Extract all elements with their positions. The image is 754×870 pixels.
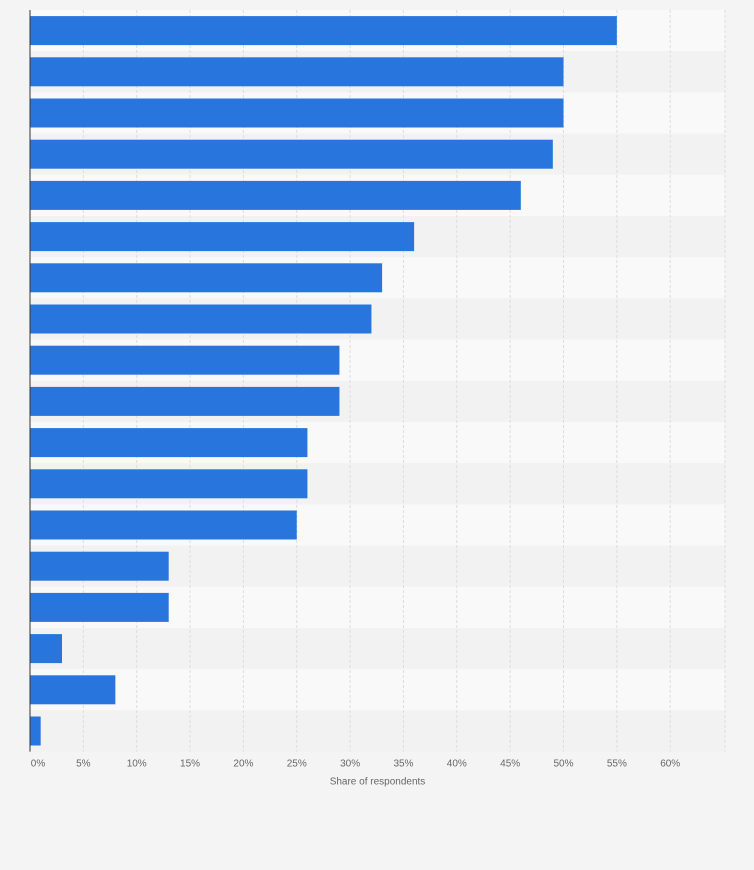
x-tick-label: 50%: [553, 759, 573, 770]
bar[interactable]: [30, 551, 169, 581]
bar[interactable]: [30, 222, 415, 252]
bar-chart: 0% 5% 10% 15% 20% 25% 30% 35% 40% 45% 50% 55% 60% Sh…: [29, 10, 726, 788]
bar[interactable]: [30, 57, 564, 87]
plot-band: [30, 710, 725, 752]
x-tick-label: 45%: [500, 759, 520, 770]
x-tick-label: 20%: [233, 759, 253, 770]
x-tick-label: 60%: [660, 759, 680, 770]
x-tick-label: 55%: [607, 759, 627, 770]
bar[interactable]: [30, 180, 521, 210]
bar[interactable]: [30, 98, 564, 128]
x-tick-label: 35%: [393, 759, 413, 770]
x-tick-label: 0%: [31, 759, 46, 770]
bar[interactable]: [30, 469, 308, 499]
x-tick-labels: 0% 5% 10% 15% 20% 25% 30% 35% 40% 45% 50% 55% 60%: [31, 759, 681, 770]
bar[interactable]: [30, 16, 617, 46]
x-tick-label: 40%: [447, 759, 467, 770]
bar[interactable]: [30, 139, 553, 169]
bar[interactable]: [30, 345, 340, 375]
bar[interactable]: [30, 263, 383, 293]
gridlines: [82, 10, 726, 752]
x-tick-label: 25%: [287, 759, 307, 770]
bar[interactable]: [30, 510, 297, 540]
bar[interactable]: [30, 634, 63, 664]
bar[interactable]: [30, 304, 372, 334]
x-tick-label: 5%: [76, 759, 91, 770]
bar[interactable]: [30, 675, 116, 705]
plot-band: [30, 628, 725, 670]
x-tick-label: 30%: [340, 759, 360, 770]
x-tick-label: 15%: [180, 759, 200, 770]
bar[interactable]: [30, 716, 41, 746]
x-axis-title: Share of respondents: [330, 777, 426, 788]
x-tick-label: 10%: [127, 759, 147, 770]
bar[interactable]: [30, 428, 308, 458]
bar[interactable]: [30, 386, 340, 416]
bars: [30, 16, 617, 746]
plot-band: [30, 669, 725, 711]
bar[interactable]: [30, 592, 169, 622]
